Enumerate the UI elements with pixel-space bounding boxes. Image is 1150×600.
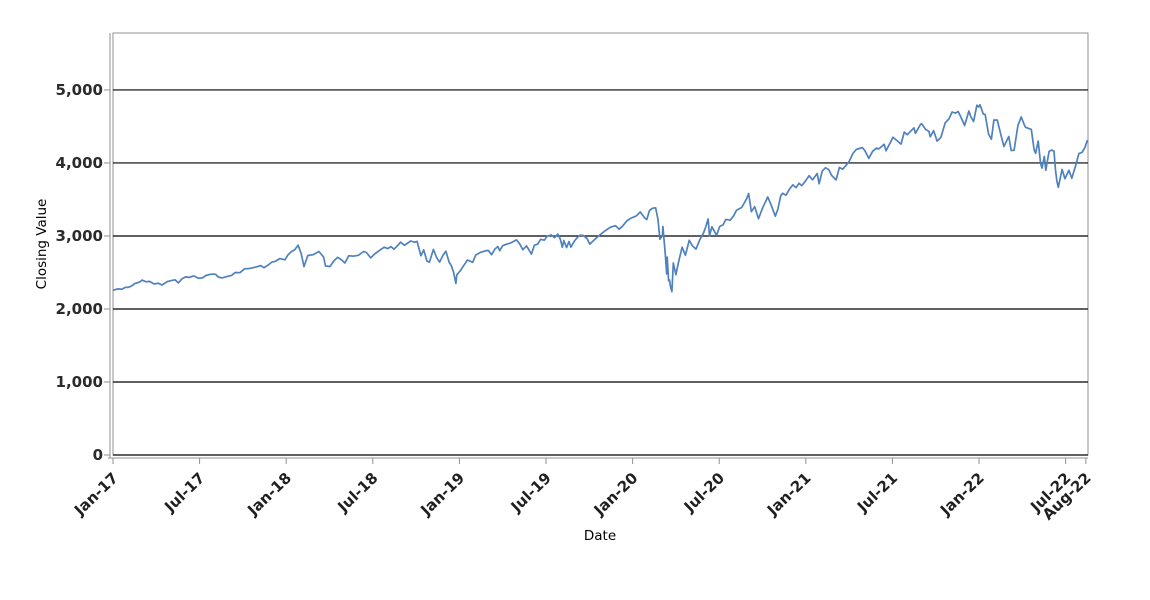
x-tick-label: Jan-21 — [763, 469, 815, 520]
y-tick-label: 4,000 — [56, 154, 103, 172]
x-axis-ticks: Jan-17 Jul-17 Jan-18 Jul-18 Jan-19 Jul-19 Jan-… — [70, 458, 1095, 524]
closing-value-series-line — [113, 103, 1088, 293]
x-tick-label: Jan-17 — [70, 469, 122, 520]
x-tick-label: Jul-17 — [160, 469, 208, 516]
x-tick-label: Jan-18 — [243, 469, 295, 520]
x-tick-label: Jul-20 — [680, 469, 728, 516]
y-tick-label: 3,000 — [56, 227, 103, 245]
y-axis-title: Closing Value — [34, 199, 50, 290]
y-tick-label: 2,000 — [56, 300, 103, 318]
x-axis-title: Date — [584, 528, 616, 544]
gridlines — [113, 89, 1088, 456]
x-tick-label: Jul-19 — [507, 469, 555, 516]
x-tick-label: Jan-19 — [416, 469, 468, 520]
y-tick-label: 0 — [93, 446, 103, 464]
x-tick-label: Jan-22 — [936, 469, 988, 520]
plot-frame — [112, 32, 1089, 456]
x-tick-label: Jul-21 — [853, 469, 901, 516]
x-tick-label: Jan-20 — [590, 469, 642, 520]
x-tick-label: Jul-18 — [333, 469, 381, 516]
y-tick-label: 5,000 — [56, 81, 103, 99]
y-tick-label: 1,000 — [56, 373, 103, 391]
y-axis-ticks: 0 1,000 2,000 3,000 4,000 5,000 — [56, 81, 110, 464]
